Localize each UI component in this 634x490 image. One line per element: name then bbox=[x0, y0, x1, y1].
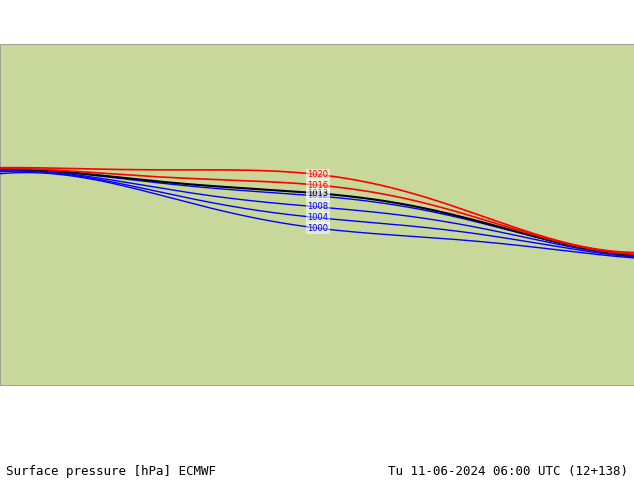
Text: 1013: 1013 bbox=[307, 189, 328, 198]
Text: 1008: 1008 bbox=[307, 202, 328, 212]
Text: 1012: 1012 bbox=[307, 192, 328, 200]
Polygon shape bbox=[0, 44, 634, 385]
Text: 1016: 1016 bbox=[307, 181, 328, 190]
Text: Surface pressure [hPa] ECMWF: Surface pressure [hPa] ECMWF bbox=[6, 465, 216, 478]
Text: 1020: 1020 bbox=[307, 170, 328, 179]
Text: Tu 11-06-2024 06:00 UTC (12+138): Tu 11-06-2024 06:00 UTC (12+138) bbox=[387, 465, 628, 478]
Text: 1004: 1004 bbox=[307, 213, 328, 222]
Text: 1000: 1000 bbox=[307, 223, 328, 233]
